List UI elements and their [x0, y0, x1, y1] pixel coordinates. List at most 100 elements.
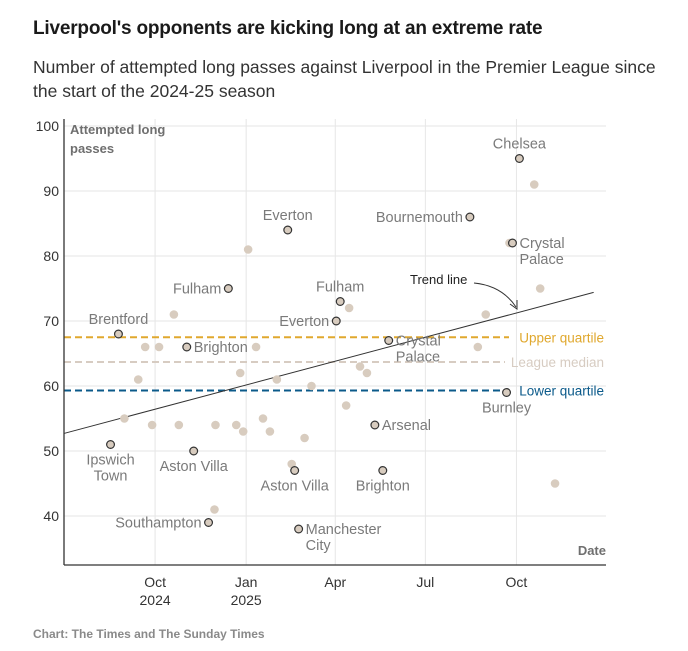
data-point: [154, 342, 164, 352]
data-point: [174, 420, 184, 430]
axes: 40 50 60 70 80 90 100 Oct 2024 Jan 2025 Apr Jul Oct: [36, 118, 606, 608]
point-label: Ipswich: [86, 453, 134, 469]
x-tick-label: Jan: [235, 574, 258, 590]
data-point: [210, 505, 219, 514]
highlighted-data-point: [335, 297, 345, 307]
point-label: Bournemouth: [376, 210, 463, 226]
point-label: Palace: [396, 350, 440, 366]
highlighted-data-point: [182, 342, 192, 352]
y-tick-label: 60: [43, 378, 59, 394]
point-label: Brighton: [194, 340, 248, 356]
point-label: Crystal: [519, 236, 564, 252]
point-label: Everton: [263, 208, 313, 224]
arrow-head-icon: [509, 300, 518, 310]
point-label: City: [306, 538, 332, 554]
data-points: [106, 154, 560, 534]
chart-title: Liverpool's opponents are kicking long a…: [33, 18, 543, 39]
point-label: Fulham: [173, 282, 221, 298]
data-point: [133, 375, 143, 384]
point-label: Aston Villa: [160, 459, 229, 475]
x-tick-label: Oct: [144, 574, 166, 590]
trend-annotation-arrow: [473, 282, 517, 308]
y-tick-label: 100: [36, 118, 60, 134]
highlighted-data-point: [106, 440, 116, 450]
x-tick-label-year: 2024: [140, 592, 171, 608]
data-point: [238, 427, 248, 436]
data-point: [529, 180, 539, 189]
data-point: [341, 401, 351, 410]
data-point: [169, 310, 179, 319]
data-point: [481, 310, 491, 319]
highlighted-data-point: [283, 225, 293, 235]
point-label: Aston Villa: [261, 479, 330, 495]
point-label: Everton: [279, 314, 329, 330]
data-point: [344, 303, 354, 313]
y-axis-title-line1: Attempted long: [70, 122, 165, 137]
point-label: Chelsea: [493, 137, 547, 153]
x-tick-label: Apr: [324, 574, 346, 590]
highlighted-data-point: [384, 336, 394, 346]
highlighted-data-point: [370, 420, 380, 430]
highlighted-data-point: [223, 284, 233, 294]
highlighted-data-point: [507, 238, 517, 248]
highlighted-data-point: [465, 212, 475, 222]
y-tick-label: 50: [43, 443, 59, 459]
data-point: [265, 427, 275, 436]
x-tick-label: Jul: [416, 574, 434, 590]
point-label: Brighton: [356, 479, 410, 495]
data-point: [307, 381, 316, 391]
data-point: [550, 479, 560, 488]
data-point: [258, 414, 268, 423]
chart-subtitle: Number of attempted long passes against …: [33, 57, 656, 101]
grid: [64, 119, 606, 565]
point-label: Crystal: [396, 334, 441, 350]
data-point: [473, 342, 483, 352]
data-point: [535, 284, 545, 293]
data-point: [243, 245, 253, 254]
point-label: Manchester: [306, 522, 382, 538]
x-axis-title: Date: [578, 543, 606, 558]
data-point: [362, 368, 372, 378]
reference-line-label: League median: [511, 355, 604, 370]
highlighted-data-point: [290, 466, 300, 476]
point-label: Brentford: [89, 312, 149, 328]
data-point: [235, 368, 245, 378]
data-point: [272, 375, 282, 384]
trend-line-annotation: Trend line: [410, 272, 467, 287]
reference-line-label: Lower quartile: [519, 384, 604, 399]
y-tick-label: 80: [43, 248, 59, 264]
x-tick-label: Oct: [506, 574, 528, 590]
point-label: Burnley: [482, 401, 532, 417]
trend-line: [63, 291, 594, 434]
data-point: [147, 420, 157, 430]
point-label: Arsenal: [382, 418, 431, 434]
data-point: [251, 342, 261, 352]
highlighted-data-point: [189, 446, 199, 456]
reference-lines: Upper quartile League median Lower quartil…: [64, 330, 604, 399]
point-label: Palace: [519, 252, 563, 268]
x-tick-label-year: 2025: [231, 592, 262, 608]
highlighted-data-point: [204, 517, 214, 527]
highlighted-data-point: [378, 466, 388, 476]
data-point: [211, 420, 220, 430]
point-label: Southampton: [115, 516, 201, 532]
highlighted-data-point: [113, 329, 123, 339]
point-label: Town: [94, 469, 128, 485]
y-axis-title-line2: passes: [70, 141, 114, 156]
data-point: [231, 420, 241, 430]
highlighted-data-point: [514, 154, 524, 164]
highlighted-data-point: [502, 388, 512, 398]
data-point: [140, 342, 150, 352]
reference-line-label: Upper quartile: [519, 330, 604, 345]
point-label: Fulham: [316, 280, 364, 296]
y-tick-label: 90: [43, 183, 59, 199]
highlighted-data-point: [331, 316, 341, 326]
highlighted-data-point: [294, 524, 304, 534]
data-point: [120, 414, 129, 423]
y-tick-label: 70: [43, 313, 59, 329]
data-point: [355, 362, 365, 371]
chart-source: Chart: The Times and The Sunday Times: [33, 627, 265, 641]
y-tick-label: 40: [43, 508, 59, 524]
